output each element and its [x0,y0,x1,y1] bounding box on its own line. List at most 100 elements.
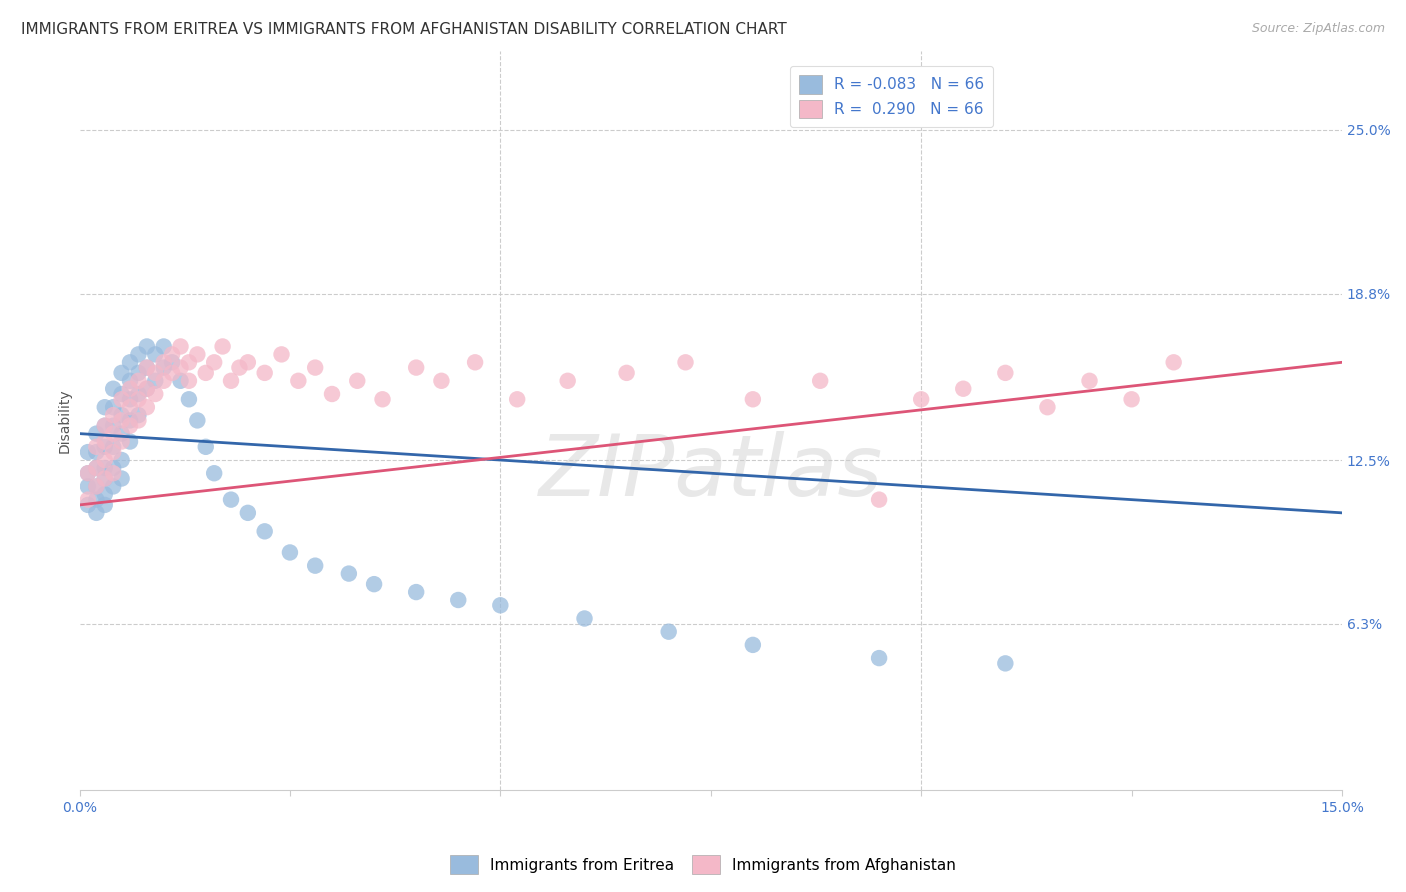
Point [94,461,117,475]
Point [77,498,100,512]
Point [101,426,124,441]
Point [86,426,108,441]
Point [169,360,191,375]
Point [101,445,124,459]
Point [489,599,512,613]
Point [236,506,259,520]
Point [118,401,141,415]
Point [363,577,385,591]
Point [127,347,149,361]
Point [127,408,149,422]
Point [94,440,117,454]
Text: IMMIGRANTS FROM ERITREA VS IMMIGRANTS FROM AFGHANISTAN DISABILITY CORRELATION CH: IMMIGRANTS FROM ERITREA VS IMMIGRANTS FR… [21,22,787,37]
Point [110,387,132,401]
Point [337,566,360,581]
Point [118,382,141,396]
Point [94,401,117,415]
Point [118,374,141,388]
Point [447,593,470,607]
Point [278,545,301,559]
Point [202,355,225,369]
Point [118,392,141,407]
Point [143,387,166,401]
Point [994,657,1017,671]
Point [127,413,149,427]
Point [94,471,117,485]
Point [321,387,343,401]
Point [741,392,763,407]
Point [127,366,149,380]
Point [143,374,166,388]
Point [270,347,292,361]
Point [952,382,974,396]
Point [86,506,108,520]
Point [118,418,141,433]
Point [506,392,529,407]
Point [152,360,174,375]
Point [910,392,932,407]
Point [304,360,326,375]
Point [135,360,157,375]
Point [464,355,486,369]
Point [211,339,233,353]
Point [143,347,166,361]
Point [304,558,326,573]
Point [1078,374,1101,388]
Point [186,347,208,361]
Point [287,374,309,388]
Point [194,366,217,380]
Point [219,492,242,507]
Legend: R = -0.083   N = 66, R =  0.290   N = 66: R = -0.083 N = 66, R = 0.290 N = 66 [790,66,994,128]
Point [135,401,157,415]
Point [186,413,208,427]
Point [868,651,890,665]
Point [110,426,132,441]
Point [94,418,117,433]
Point [557,374,579,388]
Point [253,524,276,539]
Point [675,355,697,369]
Point [169,339,191,353]
Point [160,366,183,380]
Point [77,445,100,459]
Point [135,382,157,396]
Point [101,418,124,433]
Point [1121,392,1143,407]
Point [1163,355,1185,369]
Y-axis label: Disability: Disability [58,388,72,453]
Point [152,374,174,388]
Point [94,453,117,467]
Point [1036,401,1059,415]
Point [86,492,108,507]
Point [228,360,250,375]
Point [77,492,100,507]
Point [101,461,124,475]
Point [94,434,117,449]
Point [110,392,132,407]
Point [101,401,124,415]
Point [177,374,200,388]
Point [152,355,174,369]
Point [616,366,638,380]
Point [86,461,108,475]
Point [86,479,108,493]
Point [77,479,100,493]
Point [405,585,427,599]
Point [868,492,890,507]
Point [202,467,225,481]
Point [110,453,132,467]
Point [101,440,124,454]
Point [86,461,108,475]
Point [110,434,132,449]
Point [143,366,166,380]
Point [808,374,831,388]
Point [169,374,191,388]
Point [430,374,453,388]
Point [219,374,242,388]
Point [101,479,124,493]
Point [101,467,124,481]
Point [118,355,141,369]
Point [160,347,183,361]
Point [177,392,200,407]
Point [658,624,681,639]
